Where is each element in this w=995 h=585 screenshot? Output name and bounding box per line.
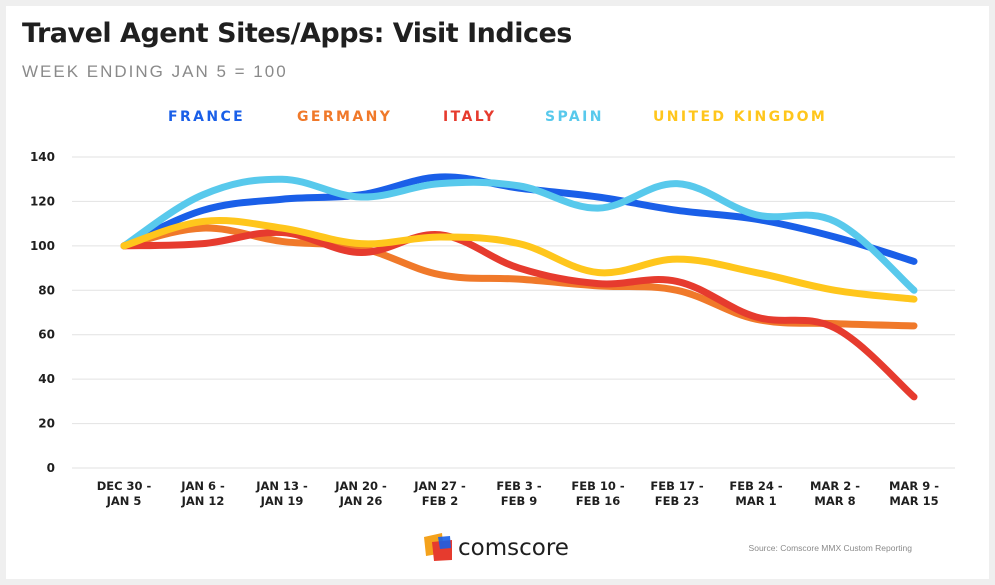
legend: FRANCE GERMANY ITALY SPAIN UNITED KINGDOM [168, 109, 827, 125]
x-tick-label: JAN 27 -FEB 2 [413, 479, 466, 508]
x-tick-label: JAN 6 -JAN 12 [180, 479, 225, 508]
x-tick-label: JAN 20 -JAN 26 [334, 479, 387, 508]
y-tick-label: 120 [30, 194, 55, 208]
y-tick-label: 80 [38, 283, 55, 297]
x-tick-label: MAR 2 -MAR 8 [810, 479, 860, 508]
legend-item-germany: GERMANY [297, 109, 392, 125]
series-line-italy [120, 228, 918, 401]
x-tick-label: DEC 30 -JAN 5 [97, 479, 152, 508]
branding: comscore Source: Comscore MMX Custom Rep… [424, 533, 912, 561]
y-tick-label: 40 [38, 372, 55, 386]
y-axis: 0 20 40 60 80 100 120 140 [30, 150, 55, 475]
series-line-spain [120, 175, 918, 294]
x-tick-label: FEB 3 -FEB 9 [496, 479, 541, 508]
comscore-logo-icon [424, 533, 452, 561]
y-tick-label: 20 [38, 417, 55, 431]
series-lines [120, 173, 918, 401]
legend-item-italy: ITALY [443, 109, 496, 125]
chart-subtitle: WEEK ENDING JAN 5 = 100 [22, 62, 288, 81]
x-tick-label: FEB 17 -FEB 23 [650, 479, 703, 508]
x-tick-label: JAN 13 -JAN 19 [255, 479, 308, 508]
series-line-united-kingdom [120, 217, 918, 303]
source-note: Source: Comscore MMX Custom Reporting [749, 543, 913, 553]
y-tick-label: 140 [30, 150, 55, 164]
legend-item-united-kingdom: UNITED KINGDOM [653, 109, 827, 125]
chart-card [6, 6, 989, 579]
comscore-logo-text: comscore [458, 535, 569, 561]
legend-item-spain: SPAIN [545, 109, 604, 125]
y-tick-label: 60 [38, 328, 55, 342]
x-axis: DEC 30 -JAN 5 JAN 6 -JAN 12 JAN 13 -JAN 19… [97, 479, 940, 508]
grid [72, 156, 955, 469]
y-tick-label: 100 [30, 239, 55, 253]
legend-item-france: FRANCE [168, 109, 245, 125]
y-tick-label: 0 [47, 461, 55, 475]
chart-title: Travel Agent Sites/Apps: Visit Indices [22, 18, 572, 49]
x-tick-label: FEB 10 -FEB 16 [571, 479, 624, 508]
x-tick-label: FEB 24 -MAR 1 [729, 479, 782, 508]
x-tick-label: MAR 9 -MAR 15 [889, 479, 939, 508]
